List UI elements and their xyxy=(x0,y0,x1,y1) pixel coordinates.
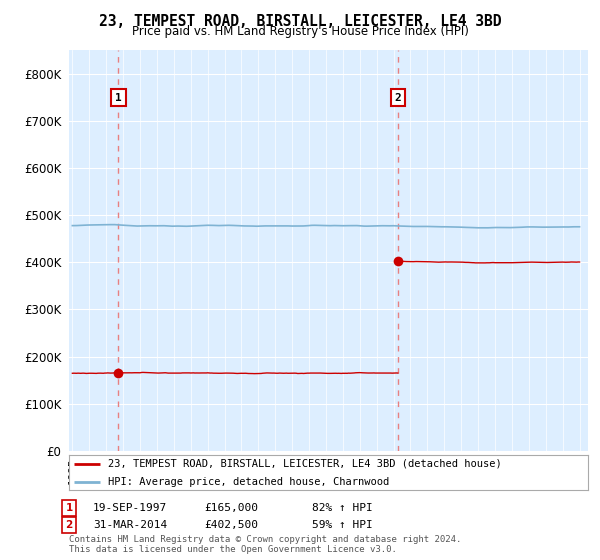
Text: £402,500: £402,500 xyxy=(204,520,258,530)
Text: Price paid vs. HM Land Registry's House Price Index (HPI): Price paid vs. HM Land Registry's House … xyxy=(131,25,469,38)
Text: 31-MAR-2014: 31-MAR-2014 xyxy=(93,520,167,530)
Text: 82% ↑ HPI: 82% ↑ HPI xyxy=(312,503,373,513)
Text: 1: 1 xyxy=(65,503,73,513)
Text: 59% ↑ HPI: 59% ↑ HPI xyxy=(312,520,373,530)
Text: 23, TEMPEST ROAD, BIRSTALL, LEICESTER, LE4 3BD: 23, TEMPEST ROAD, BIRSTALL, LEICESTER, L… xyxy=(99,14,501,29)
Text: 2: 2 xyxy=(65,520,73,530)
Text: 1: 1 xyxy=(115,92,122,102)
Text: 23, TEMPEST ROAD, BIRSTALL, LEICESTER, LE4 3BD (detached house): 23, TEMPEST ROAD, BIRSTALL, LEICESTER, L… xyxy=(108,459,502,469)
Text: 2: 2 xyxy=(394,92,401,102)
Text: 19-SEP-1997: 19-SEP-1997 xyxy=(93,503,167,513)
Text: HPI: Average price, detached house, Charnwood: HPI: Average price, detached house, Char… xyxy=(108,477,389,487)
Text: Contains HM Land Registry data © Crown copyright and database right 2024.
This d: Contains HM Land Registry data © Crown c… xyxy=(69,535,461,554)
Text: £165,000: £165,000 xyxy=(204,503,258,513)
